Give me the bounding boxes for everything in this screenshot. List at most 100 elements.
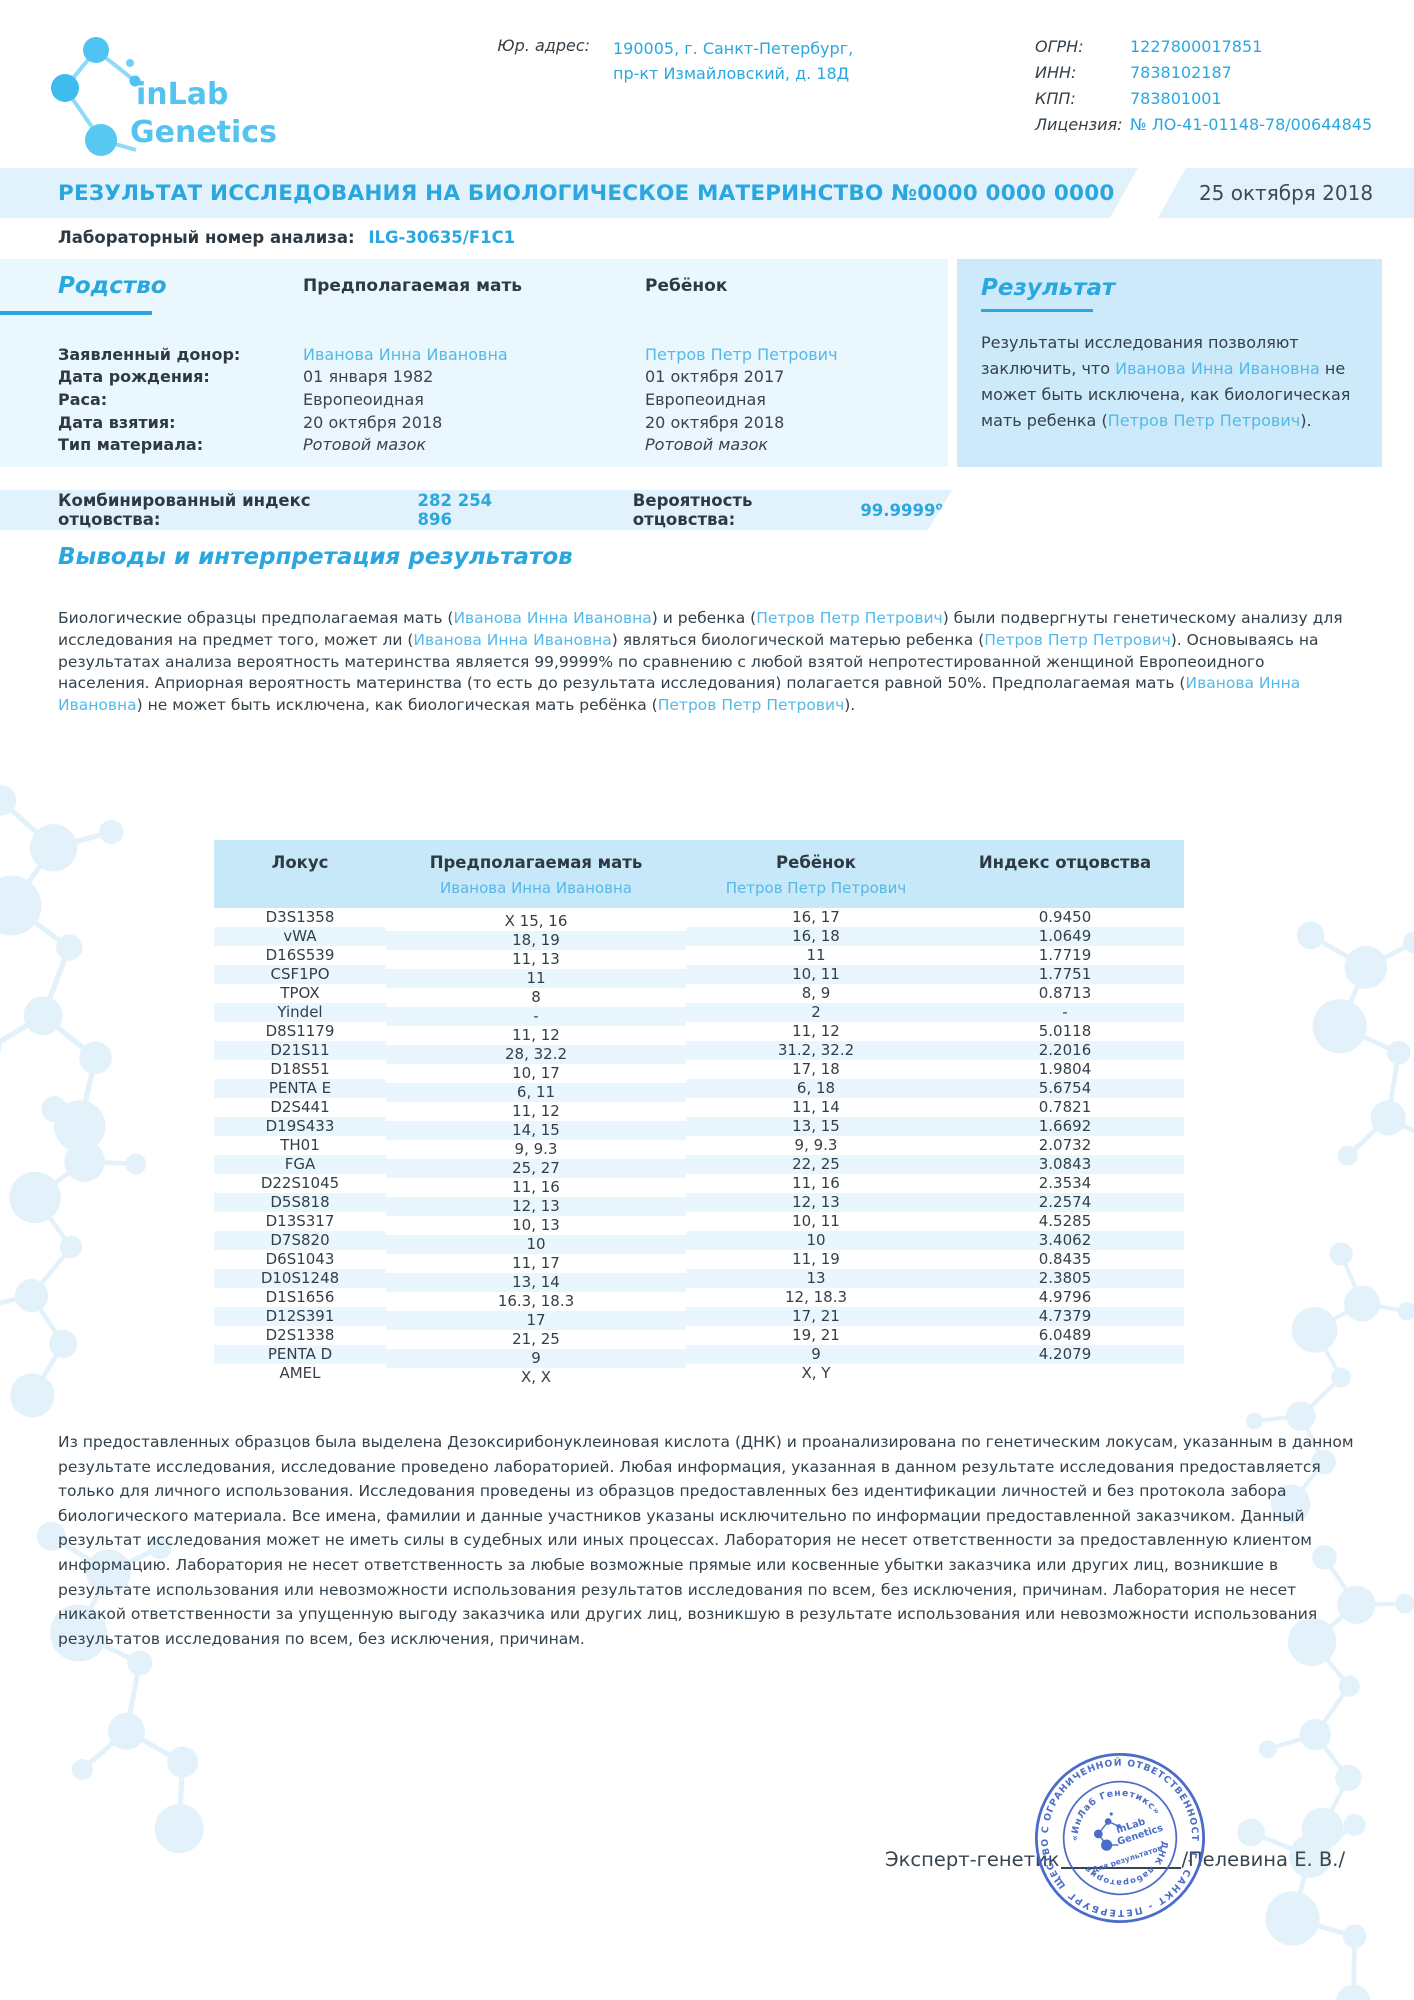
col-header-child-name: Петров Петр Петрович [725,879,907,897]
kinship-heading: Родство [58,273,167,299]
locus-row: D22S1045 11, 16 11, 16 2.3534 [260,1174,1092,1196]
locus-row: D2S1338 21, 25 19, 21 6.0489 [265,1326,1092,1348]
stamp-inner-circle [1062,1780,1178,1896]
kinship-row-donor: Заявленный донор: Иванова Инна Ивановна … [0,343,948,366]
registry-info: ОГРН: 1227800017851 ИНН: 7838102187 КПП:… [1035,34,1372,138]
kinship-rows: Заявленный донор: Иванова Инна Ивановна … [0,343,948,456]
locus-row: D16S539 11, 13 11 1.7719 [265,946,1092,968]
cpi-value: 282 254 896 [417,491,493,529]
molecule-watermark [1291,902,1414,1248]
locus-row: D13S317 10, 13 10, 11 4.5285 [265,1212,1092,1234]
conclusions-text: Биологические образцы предполагаемая мат… [58,609,1343,715]
locus-row: D5S818 12, 13 12, 13 2.2574 [214,1193,1184,1215]
child-material: Ротовой мазок [645,435,769,455]
legal-address-value: 190005, г. Санкт-Петербург, пр-кт Измайл… [613,36,853,86]
col-header-index: Индекс отцовства [946,840,1184,908]
logo-text-line2: Genetics [130,115,277,150]
ogrn-value: 1227800017851 [1130,37,1263,56]
logo-molecule-nodes [51,37,141,156]
child-race: Европеоидная [645,389,766,409]
stamp-outer-circle [1034,1752,1206,1924]
locus-row: CSF1PO 11 10, 11 1.7751 [214,965,1184,987]
locus-row: PENTA E 6, 11 6, 18 5.6754 [214,1079,1184,1101]
person-name: Иванова Инна Ивановна [58,674,1301,715]
probability-label: Вероятность отцовства: [632,491,753,529]
kpp-value: 783801001 [1130,89,1222,108]
kinship-panel: Родство Предполагаемая мать Ребёнок Заяв… [0,259,948,467]
mother-race: Европеоидная [303,389,424,409]
col-header-locus: Локус [214,840,386,908]
conclusions-heading: Выводы и интерпретация результатов [58,544,573,570]
child-sampling-date: 20 октября 2018 [645,412,785,432]
title-bar: РЕЗУЛЬТАТ ИССЛЕДОВАНИЯ НА БИОЛОГИЧЕСКОЕ … [0,168,1138,218]
locus-row: D7S820 10 10 3.4062 [214,1231,1184,1253]
locus-row: FGA 25, 27 22, 25 3.0843 [214,1155,1184,1177]
license-value: № ЛО-41-01148-78/00644845 [1130,115,1373,134]
signature-line [1061,1850,1182,1869]
kinship-col-mother: Предполагаемая мать [303,276,523,296]
legal-address-label: Юр. адрес: [497,36,590,55]
person-name: Иванова Инна Ивановна [1115,359,1320,378]
inn-label: ИНН: [1035,63,1077,82]
locus-row: D6S1043 11, 17 11, 19 0.8435 [265,1250,1092,1272]
lab-number-row: Лабораторный номер анализа: ILG-30635/F1… [58,228,515,247]
kinship-label: Тип материала: [58,435,204,455]
page-title: РЕЗУЛЬТАТ ИССЛЕДОВАНИЯ НА БИОЛОГИЧЕСКОЕ … [58,180,1115,206]
locus-row: TH01 9, 9.3 9, 9.3 2.0732 [280,1136,1092,1158]
legal-address-line2: пр-кт Измайловский, д. 18Д [613,64,850,83]
kinship-row-birthdate: Дата рождения: 01 января 1982 01 октября… [0,366,948,389]
person-name: Петров Петр Петрович [1107,411,1301,430]
mother-birthdate: 01 января 1982 [303,367,434,387]
kinship-row-material: Тип материала: Ротовой мазок Ротовой маз… [0,433,948,456]
molecule-watermark [0,788,121,1149]
child-birthdate: 01 октября 2017 [645,367,785,387]
person-name: Иванова Инна Ивановна [413,630,612,649]
locus-row: D8S1179 11, 12 11, 12 5.0118 [265,1022,1092,1044]
lab-number-value: ILG-30635/F1C1 [368,228,516,247]
inn-value: 7838102187 [1130,63,1232,82]
registry-row-ogrn: ОГРН: 1227800017851 [1035,34,1372,60]
locus-row: D1S1656 16.3, 18.3 12, 18.3 4.9796 [265,1288,1092,1310]
result-text: Результаты исследования позволяют заключ… [981,333,1351,430]
result-panel: Результат Результаты исследования позвол… [957,259,1382,467]
locus-row: D2S441 11, 12 11, 14 0.7821 [270,1098,1092,1120]
person-name: Петров Петр Петрович [657,696,845,715]
loci-table-body: D3S1358 X 15, 16 16, 17 0.9450 vWA 18, 19 16, … [214,908,1184,1386]
locus-row: D18S51 10, 17 17, 18 1.9804 [270,1060,1092,1082]
date-bar: 25 октября 2018 [1158,168,1414,218]
locus-row: vWA 18, 19 16, 18 1.0649 [214,927,1184,949]
molecule-watermark [0,1094,155,1425]
paternity-index-bar: Комбинированный индекс отцовства: 282 25… [0,490,952,530]
registry-row-kpp: КПП: 783801001 [1035,86,1372,112]
locus-row: D3S1358 X 15, 16 16, 17 0.9450 [265,908,1092,930]
lab-number-label: Лабораторный номер анализа: [58,228,355,247]
locus-row: D10S1248 13, 14 13 2.3805 [214,1269,1184,1291]
report-date: 25 октября 2018 [1198,181,1374,205]
child-name: Петров Петр Петрович [645,344,838,364]
mother-name: Иванова Инна Ивановна [303,344,508,364]
kinship-label: Дата взятия: [58,412,176,432]
col-header-mother: Предполагаемая мать Иванова Инна Ивановн… [386,840,686,908]
col-header-child: Ребёнок Петров Петр Петрович [686,840,946,908]
kinship-label: Раса: [58,389,108,409]
locus-row: AMEL X, X X, Y [279,1364,831,1386]
molecule-watermark [1231,1785,1414,2000]
loci-table-header: Локус Предполагаемая мать Иванова Инна И… [214,840,1184,908]
kinship-col-child: Ребёнок [645,276,728,296]
locus-row: Yindel -2- [214,1003,1184,1025]
ogrn-label: ОГРН: [1035,37,1084,56]
license-label: Лицензия: [1035,115,1123,134]
kpp-label: КПП: [1035,89,1076,108]
logo-text-line1: inLab [136,77,228,112]
registry-row-inn: ИНН: 7838102187 [1035,60,1372,86]
locus-row: D19S433 14, 15 13, 15 1.6692 [214,1117,1184,1139]
person-name: Петров Петр Петрович [756,609,943,627]
mother-sampling-date: 20 октября 2018 [303,412,443,432]
result-heading-underline [981,309,1093,312]
person-name: Иванова Инна Ивановна [453,609,652,627]
kinship-label: Заявленный донор: [58,344,241,364]
result-heading: Результат [981,275,1116,301]
registry-row-license: Лицензия: № ЛО-41-01148-78/00644845 [1035,112,1372,138]
company-stamp: ОБЩЕСТВО С ОГРАНИЧЕННОЙ ОТВЕТСТВЕННОСТЬЮ… [1032,1750,1208,1926]
probability-group: Вероятность отцовства: 99.9999% [633,491,952,529]
